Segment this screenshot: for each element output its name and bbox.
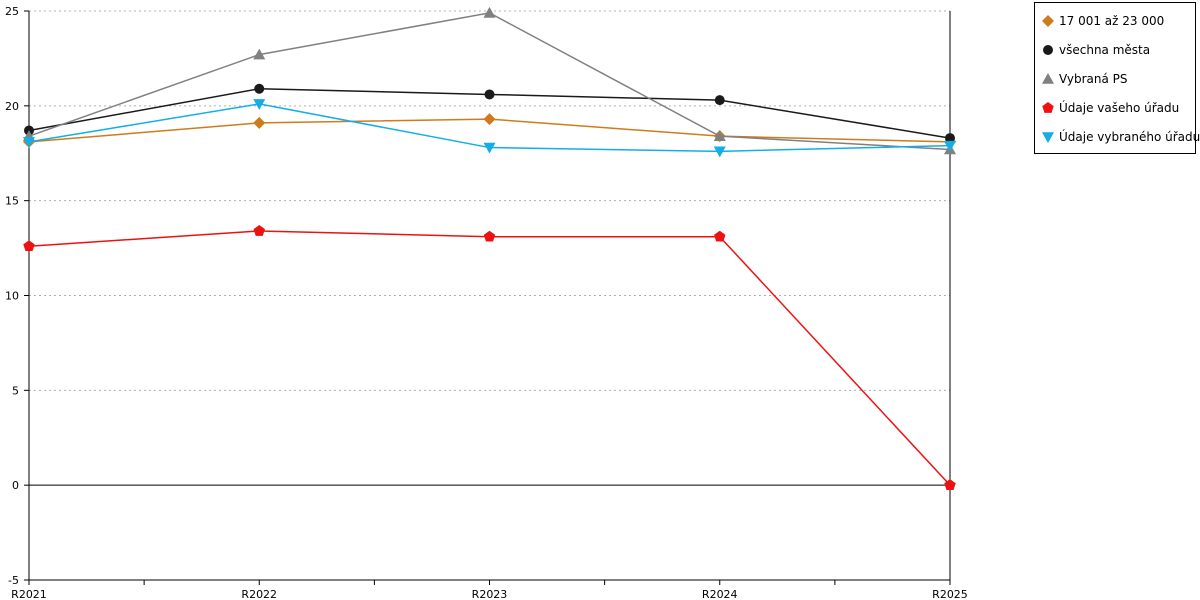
legend-marker xyxy=(1042,73,1054,84)
data-point xyxy=(713,130,726,141)
data-point xyxy=(23,137,35,148)
legend-label: Údaje vybraného úřadu xyxy=(1059,130,1200,144)
legend: 17 001 až 23 000 všechna města Vybraná PS Ú… xyxy=(1034,2,1200,154)
x-tick-label: R2024 xyxy=(702,588,738,600)
data-point xyxy=(944,140,956,152)
y-tick-label: 5 xyxy=(12,384,19,397)
data-point xyxy=(253,48,266,60)
legend-item: všechna města xyxy=(1041,41,1150,59)
y-tick-label: 0 xyxy=(12,479,19,492)
legend-marker-icon xyxy=(1042,15,1054,27)
legend-marker-icon xyxy=(1042,73,1054,84)
data-point xyxy=(945,133,955,144)
series-line-2 xyxy=(28,12,951,151)
x-tick-label: R2022 xyxy=(241,588,277,600)
data-point xyxy=(944,479,956,491)
x-tick-label: R2021 xyxy=(11,588,47,600)
legend-marker-icon xyxy=(1043,45,1053,55)
legend-label: 17 001 až 23 000 xyxy=(1059,14,1165,28)
y-tick-label: 10 xyxy=(5,290,19,303)
legend-marker xyxy=(1042,15,1054,27)
data-point xyxy=(483,230,496,242)
legend-marker xyxy=(1042,102,1054,113)
legend-label: všechna města xyxy=(1059,43,1151,57)
data-point xyxy=(254,83,265,94)
legend-item: Vybraná PS xyxy=(1041,70,1128,88)
legend-label: Vybraná PS xyxy=(1059,72,1128,86)
data-point xyxy=(253,116,266,129)
legend-marker xyxy=(1042,132,1054,143)
legend-label: Údaje vašeho úřadu xyxy=(1059,101,1180,115)
legend-marker-icon xyxy=(1042,132,1054,143)
data-point xyxy=(714,95,725,106)
data-point xyxy=(714,230,726,242)
line-chart: -5 0 5 10 15 20 25 R2021 R2022 R2023 R2024 R2025 xyxy=(5,5,968,600)
y-tick-label: -5 xyxy=(8,574,19,587)
data-point xyxy=(253,225,265,236)
legend-item: Údaje vašeho úřadu xyxy=(1041,99,1179,117)
legend-item: 17 001 až 23 000 xyxy=(1041,12,1164,30)
data-point xyxy=(484,89,495,100)
data-point xyxy=(253,99,266,110)
series-line-3 xyxy=(28,230,951,486)
data-point xyxy=(483,142,496,154)
data-point xyxy=(23,240,35,252)
data-point xyxy=(483,6,496,18)
data-point xyxy=(483,113,496,126)
legend-marker-icon xyxy=(1042,102,1054,113)
legend-marker xyxy=(1043,45,1053,55)
x-tick-label: R2025 xyxy=(932,588,968,600)
y-tick-label: 20 xyxy=(5,100,19,113)
data-point xyxy=(713,146,726,158)
y-tick-label: 15 xyxy=(5,195,19,208)
y-tick-label: 25 xyxy=(5,5,19,18)
legend-item: Údaje vybraného úřadu xyxy=(1041,128,1200,146)
x-tick-label: R2023 xyxy=(472,588,508,600)
